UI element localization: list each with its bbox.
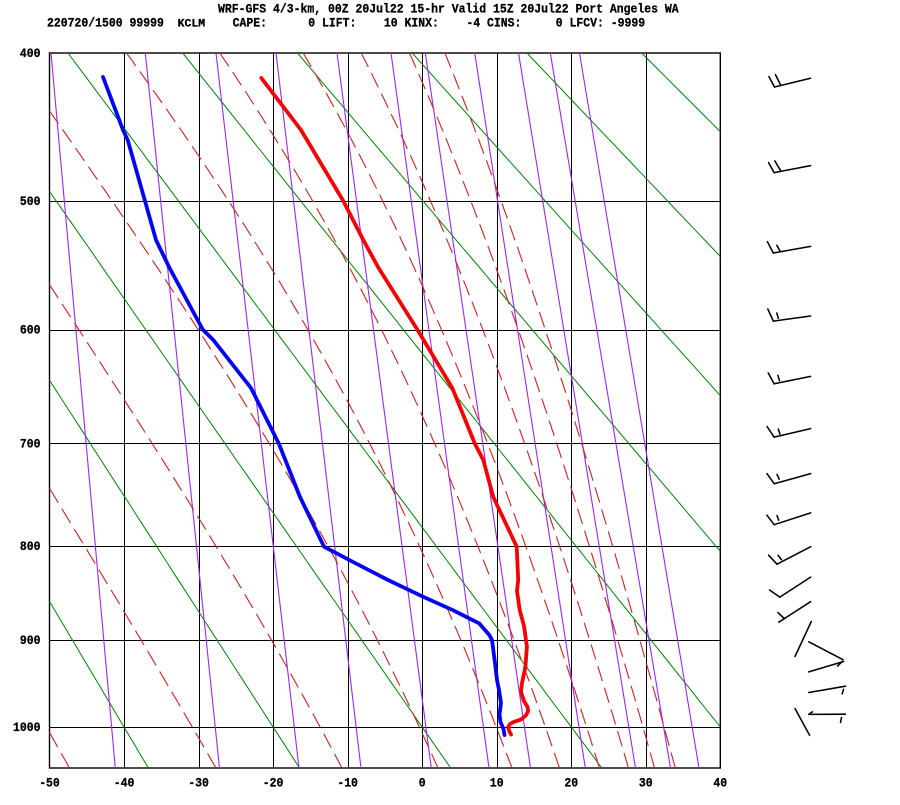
svg-text:-10: -10 <box>337 776 358 791</box>
svg-text:500: 500 <box>20 194 41 209</box>
svg-text:900: 900 <box>20 633 41 648</box>
svg-text:10: 10 <box>490 776 504 791</box>
svg-text:700: 700 <box>20 436 41 451</box>
svg-text:KCLM: KCLM <box>178 18 206 30</box>
svg-text:40: 40 <box>713 776 727 791</box>
svg-text:WRF-GFS 4/3-km, 00Z 20Jul22 15: WRF-GFS 4/3-km, 00Z 20Jul22 15-hr Valid … <box>218 1 679 16</box>
svg-text:600: 600 <box>20 322 41 337</box>
svg-text:-20: -20 <box>263 776 284 791</box>
svg-text:220720/1500 99999: 220720/1500 99999 <box>47 15 164 30</box>
svg-text:400: 400 <box>20 46 41 61</box>
svg-text:800: 800 <box>20 539 41 554</box>
svg-text:20: 20 <box>564 776 578 791</box>
svg-text:CAPE: 0 LIFT: 10 KINX:: CAPE: 0 LIFT: 10 KINX: -4 CINS: 0 LFCV: … <box>233 15 646 30</box>
svg-text:-40: -40 <box>114 776 135 791</box>
svg-text:-30: -30 <box>188 776 209 791</box>
svg-text:1000: 1000 <box>13 720 41 735</box>
svg-text:-50: -50 <box>39 776 60 791</box>
svg-text:30: 30 <box>639 776 653 791</box>
svg-text:0: 0 <box>419 776 426 791</box>
